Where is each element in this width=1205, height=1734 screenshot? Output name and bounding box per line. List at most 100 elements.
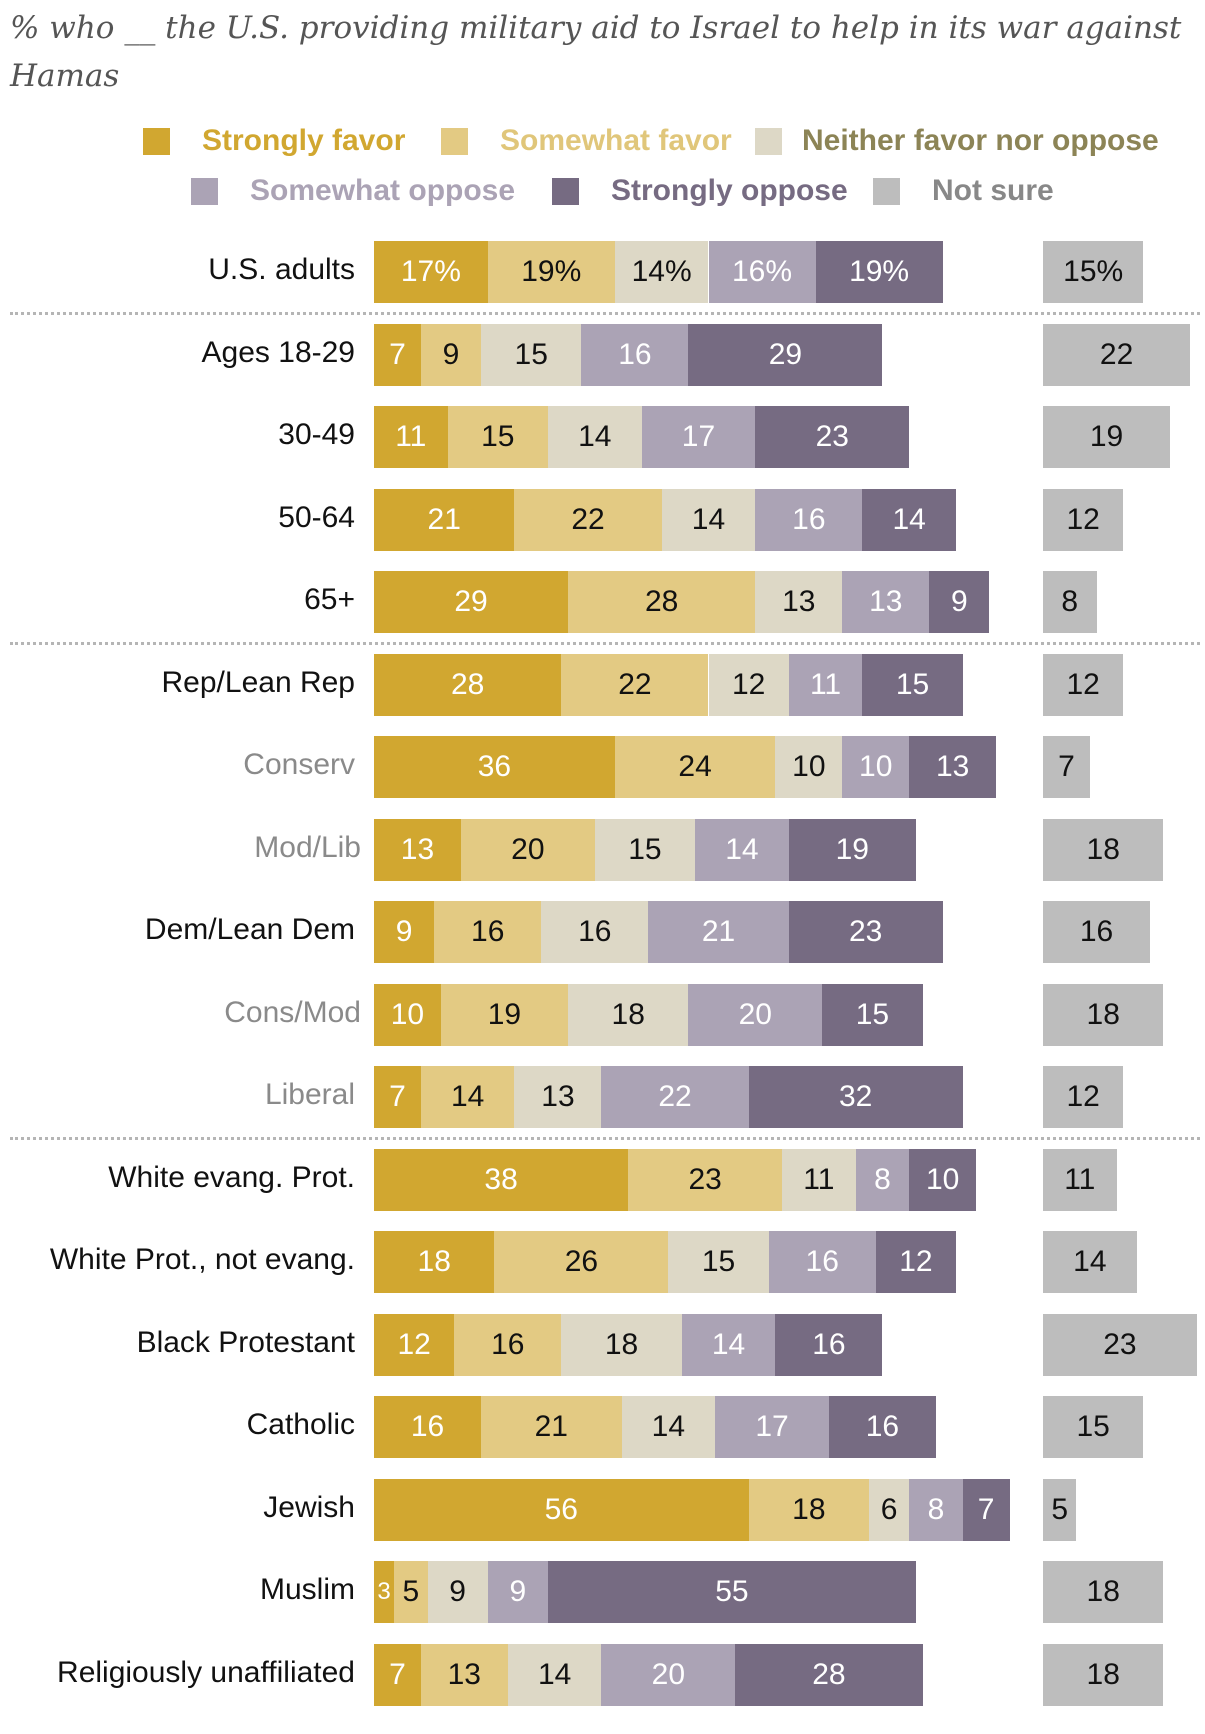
bar-segment-somewhat-oppose: 20 — [688, 983, 823, 1046]
bar-segment-somewhat-oppose: 20 — [601, 1643, 736, 1706]
bar-segment-somewhat-favor: 22 — [514, 488, 662, 551]
bar-segment-neither-favor-nor-oppose: 13 — [514, 1066, 602, 1128]
bar-segment-strongly-oppose: 19 — [788, 818, 916, 881]
bar-segment-not-sure: 11 — [1043, 1148, 1117, 1211]
bar-segment-not-sure: 23 — [1043, 1313, 1197, 1376]
bar-segment-somewhat-favor: 19% — [487, 241, 615, 303]
bar-segment-strongly-oppose: 32 — [748, 1066, 963, 1128]
bar-segment-strongly-oppose: 12 — [875, 1231, 957, 1293]
bar-segment-somewhat-favor: 26 — [494, 1231, 669, 1293]
chart-title: % who __ the U.S. providing military aid… — [10, 10, 1182, 94]
legend-label: Neither favor nor oppose — [802, 124, 1159, 157]
bar-segment-somewhat-favor: 23 — [628, 1148, 783, 1211]
bar-segment-strongly-favor: 10 — [374, 983, 441, 1046]
bar-segment-not-sure: 15% — [1043, 241, 1144, 303]
legend-item-not-sure: Not sure — [873, 174, 1054, 208]
legend-swatch — [873, 177, 900, 205]
bar-segment-somewhat-oppose: 11 — [788, 653, 863, 716]
bar-segment-strongly-favor: 7 — [374, 1643, 421, 1706]
bar-segment-neither-favor-nor-oppose: 9 — [427, 1561, 488, 1623]
bar-segment-somewhat-oppose: 16 — [768, 1231, 876, 1293]
bar-segment-strongly-favor: 9 — [374, 901, 435, 963]
row-label: Rep/Lean Rep — [161, 665, 355, 699]
bar-segment-somewhat-favor: 18 — [748, 1478, 870, 1541]
row-label: 65+ — [304, 583, 355, 616]
row-label: 50-64 — [278, 500, 355, 534]
legend-label: Strongly oppose — [611, 174, 848, 207]
bar-segment-somewhat-oppose: 16% — [708, 241, 816, 303]
bar-segment-strongly-favor: 28 — [374, 653, 562, 716]
bar-segment-not-sure: 18 — [1043, 983, 1164, 1046]
bar-segment-not-sure: 15 — [1043, 1396, 1144, 1458]
legend-item-strongly-oppose: Strongly oppose — [552, 174, 848, 208]
bar-segment-somewhat-oppose: 14 — [695, 818, 789, 881]
bar-segment-strongly-oppose: 55 — [547, 1561, 916, 1623]
bar-segment-strongly-oppose: 28 — [735, 1643, 923, 1706]
bar-segment-strongly-favor: 38 — [374, 1148, 629, 1211]
bar-segment-strongly-oppose: 16 — [828, 1396, 936, 1458]
bar-segment-neither-favor-nor-oppose: 13 — [755, 571, 843, 633]
bar-segment-somewhat-favor: 15 — [447, 406, 548, 468]
bar-segment-neither-favor-nor-oppose: 11 — [782, 1148, 856, 1211]
bar-segment-not-sure: 19 — [1043, 406, 1171, 468]
row-label: Dem/Lean Dem — [144, 913, 355, 946]
bar-segment-neither-favor-nor-oppose: 6 — [869, 1478, 910, 1541]
legend-swatch — [552, 177, 579, 205]
row-label: Mod/Lib — [254, 830, 361, 864]
bar-segment-neither-favor-nor-oppose: 14 — [507, 1643, 602, 1706]
bar-segment-neither-favor-nor-oppose: 15 — [668, 1231, 769, 1293]
bar-segment-strongly-oppose: 9 — [929, 571, 990, 633]
bar-segment-strongly-oppose: 7 — [962, 1478, 1010, 1541]
legend-swatch — [143, 127, 170, 155]
bar-segment-not-sure: 14 — [1043, 1231, 1137, 1293]
bar-segment-somewhat-favor: 14 — [420, 1066, 515, 1128]
bar-segment-strongly-oppose: 13 — [909, 736, 997, 798]
bar-segment-somewhat-oppose: 16 — [581, 323, 689, 386]
bar-segment-somewhat-favor: 24 — [614, 736, 776, 798]
bar-segment-somewhat-favor: 16 — [434, 901, 542, 963]
bar-segment-somewhat-favor: 20 — [460, 818, 595, 881]
bar-segment-strongly-oppose: 14 — [862, 488, 957, 551]
legend-label: Not sure — [932, 174, 1054, 207]
bar-segment-strongly-favor: 13 — [374, 818, 461, 881]
bar-segment-not-sure: 12 — [1043, 1066, 1124, 1128]
bar-segment-strongly-favor: 36 — [374, 736, 615, 798]
row-label: Catholic — [246, 1408, 355, 1441]
row-label: 30-49 — [278, 418, 355, 451]
bar-segment-strongly-oppose: 15 — [862, 653, 963, 716]
bar-segment-neither-favor-nor-oppose: 18 — [568, 983, 689, 1046]
legend-swatch — [191, 177, 218, 205]
row-label: Religiously unaffiliated — [57, 1655, 355, 1689]
bar-segment-not-sure: 16 — [1043, 901, 1151, 963]
row-label: U.S. adults — [208, 253, 355, 286]
bar-segment-neither-favor-nor-oppose: 18 — [561, 1313, 682, 1376]
bar-segment-not-sure: 12 — [1043, 653, 1124, 716]
bar-segment-strongly-favor: 21 — [374, 488, 515, 551]
bar-segment-neither-favor-nor-oppose: 12 — [708, 653, 789, 716]
bar-segment-strongly-favor: 11 — [374, 406, 448, 468]
row-label: Jewish — [263, 1490, 355, 1524]
bar-segment-not-sure: 8 — [1043, 571, 1097, 633]
bar-segment-somewhat-oppose: 14 — [681, 1313, 776, 1376]
bar-segment-neither-favor-nor-oppose: 10 — [775, 736, 843, 798]
bar-segment-somewhat-oppose: 21 — [648, 901, 789, 963]
bar-segment-strongly-favor: 17% — [374, 241, 488, 303]
bar-segment-not-sure: 18 — [1043, 1561, 1164, 1623]
bar-segment-neither-favor-nor-oppose: 15 — [481, 323, 582, 386]
bar-segment-somewhat-favor: 5 — [394, 1561, 428, 1623]
bar-segment-somewhat-favor: 22 — [561, 653, 709, 716]
legend-swatch — [441, 127, 468, 155]
row-label: Liberal — [264, 1078, 355, 1111]
group-separator — [10, 1137, 1200, 1140]
bar-segment-strongly-oppose: 16 — [775, 1313, 883, 1376]
bar-segment-strongly-oppose: 10 — [909, 1148, 977, 1211]
bar-segment-somewhat-favor: 19 — [440, 983, 568, 1046]
legend-item-somewhat-oppose: Somewhat oppose — [191, 174, 515, 208]
bar-segment-strongly-favor: 16 — [374, 1396, 482, 1458]
group-separator — [10, 312, 1200, 315]
row-label: Ages 18-29 — [201, 335, 355, 369]
bar-segment-strongly-favor: 12 — [374, 1313, 455, 1376]
bar-segment-somewhat-oppose: 22 — [601, 1066, 749, 1128]
bar-segment-neither-favor-nor-oppose: 14 — [547, 406, 642, 468]
bar-segment-somewhat-favor: 9 — [420, 323, 482, 386]
